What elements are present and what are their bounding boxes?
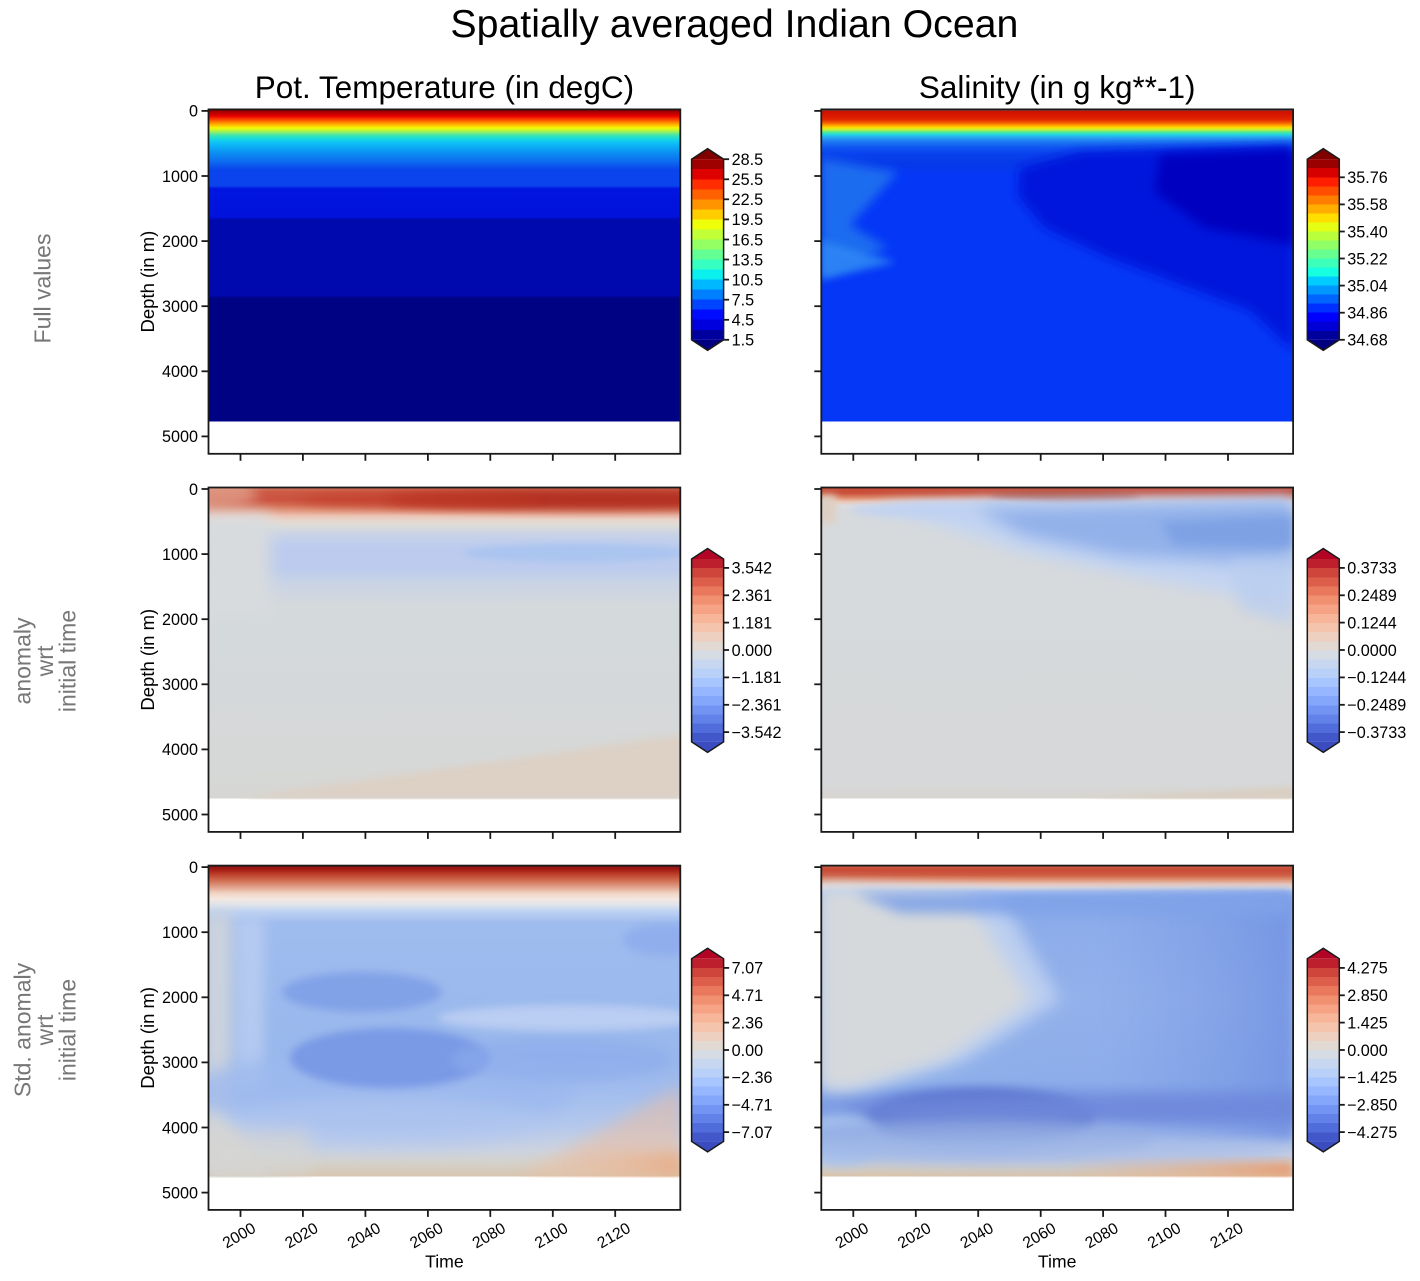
svg-text:28.5: 28.5 — [732, 151, 764, 169]
svg-text:1.425: 1.425 — [1347, 1014, 1388, 1032]
svg-text:−4.71: −4.71 — [732, 1097, 773, 1115]
svg-text:35.76: 35.76 — [1347, 169, 1388, 187]
svg-text:Full values: Full values — [30, 234, 56, 344]
svg-text:0.0000: 0.0000 — [1347, 642, 1397, 660]
svg-text:1000: 1000 — [162, 924, 198, 942]
svg-text:13.5: 13.5 — [732, 251, 764, 269]
svg-text:35.04: 35.04 — [1347, 277, 1388, 295]
svg-text:5000: 5000 — [162, 806, 198, 824]
svg-text:−4.275: −4.275 — [1347, 1124, 1397, 1142]
svg-text:1.5: 1.5 — [732, 332, 755, 350]
svg-text:2000: 2000 — [162, 233, 198, 251]
svg-text:−2.36: −2.36 — [732, 1069, 773, 1087]
svg-text:4000: 4000 — [162, 741, 198, 759]
svg-text:−1.181: −1.181 — [732, 669, 782, 687]
svg-text:34.86: 34.86 — [1347, 305, 1388, 323]
svg-text:1.181: 1.181 — [732, 614, 773, 632]
svg-text:0: 0 — [189, 103, 198, 121]
svg-text:3000: 3000 — [162, 298, 198, 316]
svg-text:0.000: 0.000 — [732, 642, 773, 660]
svg-text:22.5: 22.5 — [732, 191, 764, 209]
svg-text:initial time: initial time — [55, 979, 81, 1081]
svg-text:2000: 2000 — [162, 611, 198, 629]
svg-text:Std. anomaly: Std. anomaly — [10, 962, 36, 1097]
svg-text:0.2489: 0.2489 — [1347, 587, 1397, 605]
svg-text:5000: 5000 — [162, 1184, 198, 1202]
svg-text:0.1244: 0.1244 — [1347, 614, 1397, 632]
svg-text:2.361: 2.361 — [732, 587, 773, 605]
svg-text:anomaly: anomaly — [10, 617, 36, 704]
svg-text:0.00: 0.00 — [732, 1042, 764, 1060]
svg-text:−0.3733: −0.3733 — [1347, 724, 1406, 742]
svg-text:4000: 4000 — [162, 363, 198, 381]
svg-text:10.5: 10.5 — [732, 271, 764, 289]
svg-text:wrt: wrt — [32, 645, 58, 677]
svg-text:−1.425: −1.425 — [1347, 1069, 1397, 1087]
svg-text:−2.850: −2.850 — [1347, 1097, 1397, 1115]
svg-text:5000: 5000 — [162, 428, 198, 446]
svg-text:25.5: 25.5 — [732, 171, 764, 189]
svg-text:−2.361: −2.361 — [732, 697, 782, 715]
svg-text:3000: 3000 — [162, 1054, 198, 1072]
svg-text:4.71: 4.71 — [732, 987, 764, 1005]
svg-text:0.3733: 0.3733 — [1347, 560, 1397, 578]
svg-text:Salinity (in g kg**-1): Salinity (in g kg**-1) — [919, 69, 1196, 105]
svg-text:Depth (in m): Depth (in m) — [137, 987, 158, 1089]
svg-text:Pot. Temperature (in degC): Pot. Temperature (in degC) — [255, 69, 634, 105]
svg-text:−0.1244: −0.1244 — [1347, 669, 1406, 687]
svg-text:Depth (in m): Depth (in m) — [137, 609, 158, 711]
svg-text:2.850: 2.850 — [1347, 987, 1388, 1005]
svg-text:Time: Time — [425, 1252, 464, 1272]
svg-text:1000: 1000 — [162, 168, 198, 186]
svg-text:35.58: 35.58 — [1347, 196, 1388, 214]
svg-text:wrt: wrt — [32, 1014, 58, 1046]
svg-text:4.275: 4.275 — [1347, 960, 1388, 978]
svg-text:Spatially averaged Indian Ocea: Spatially averaged Indian Ocean — [450, 2, 1018, 46]
svg-text:7.5: 7.5 — [732, 292, 755, 310]
svg-text:0: 0 — [189, 859, 198, 877]
svg-text:−0.2489: −0.2489 — [1347, 697, 1406, 715]
svg-text:Depth (in m): Depth (in m) — [137, 231, 158, 333]
svg-text:2000: 2000 — [162, 989, 198, 1007]
svg-text:−7.07: −7.07 — [732, 1124, 773, 1142]
svg-text:Time: Time — [1038, 1252, 1077, 1272]
svg-text:35.40: 35.40 — [1347, 223, 1388, 241]
svg-text:0: 0 — [189, 481, 198, 499]
svg-text:−3.542: −3.542 — [732, 724, 782, 742]
svg-text:19.5: 19.5 — [732, 211, 764, 229]
svg-text:3000: 3000 — [162, 676, 198, 694]
svg-text:16.5: 16.5 — [732, 231, 764, 249]
svg-text:3.542: 3.542 — [732, 560, 773, 578]
svg-text:4000: 4000 — [162, 1119, 198, 1137]
svg-text:34.68: 34.68 — [1347, 332, 1388, 350]
svg-text:2.36: 2.36 — [732, 1014, 764, 1032]
svg-text:4.5: 4.5 — [732, 312, 755, 330]
svg-text:7.07: 7.07 — [732, 960, 764, 978]
svg-text:35.22: 35.22 — [1347, 250, 1388, 268]
svg-text:initial time: initial time — [55, 610, 81, 712]
svg-text:0.000: 0.000 — [1347, 1042, 1388, 1060]
svg-text:1000: 1000 — [162, 546, 198, 564]
